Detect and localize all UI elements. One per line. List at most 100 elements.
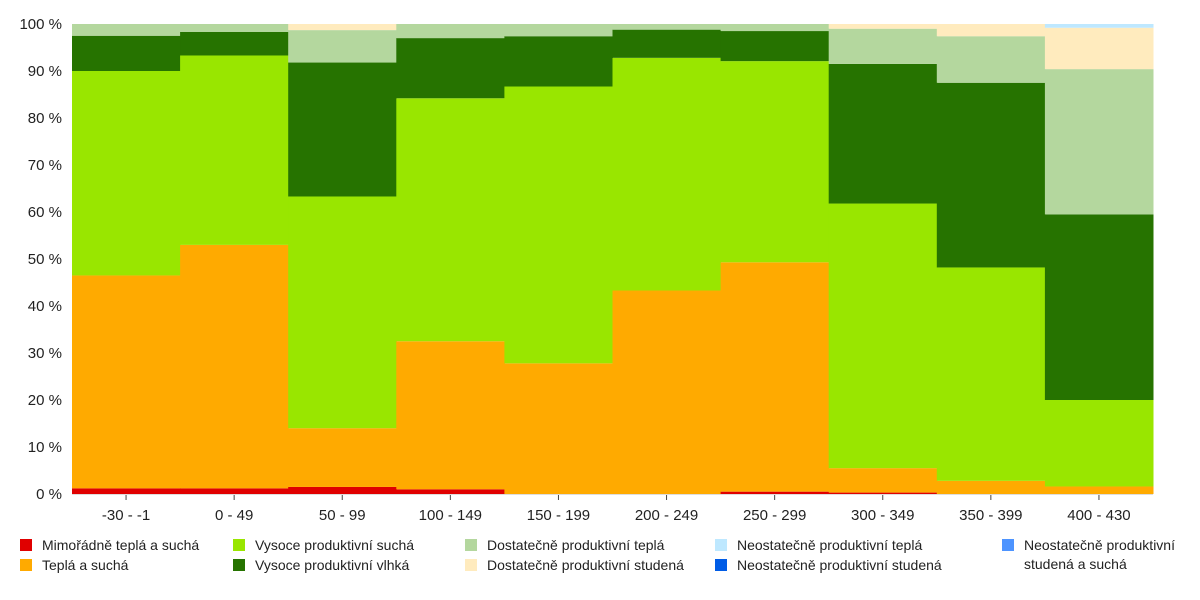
bar-segment (180, 488, 289, 494)
bar-segment (1044, 27, 1154, 70)
y-tick-label: 80 % (28, 110, 62, 127)
x-tick-label: 50 - 99 (319, 507, 366, 524)
bar-segment (936, 267, 1046, 481)
bar-segment (180, 24, 289, 32)
legend-item: Neostatečně produktivní teplá (715, 536, 922, 555)
bar-segment (828, 203, 938, 469)
bar-segment (828, 63, 938, 204)
legend-label: Vysoce produktivní suchá (255, 537, 415, 553)
bar-segment (288, 62, 397, 197)
bar-segment (1044, 69, 1154, 215)
bar-segment (396, 489, 505, 494)
legend-swatch (20, 539, 32, 551)
bar-segment (288, 30, 397, 63)
x-tick-label: 350 - 399 (959, 507, 1022, 524)
y-tick-label: 90 % (28, 63, 62, 80)
legend-swatch (233, 539, 245, 551)
x-tick-label: 200 - 249 (635, 507, 698, 524)
legend-label: Dostatečně produktivní studená (487, 557, 684, 573)
bar-segment (936, 36, 1046, 83)
bar-segment (720, 61, 830, 263)
legend-swatch (20, 559, 32, 571)
y-tick-label: 40 % (28, 298, 62, 315)
bar-segment (180, 55, 289, 245)
bar-segment (72, 35, 181, 71)
legend-item: Neostatečně produktivní studená (715, 556, 942, 575)
bar-segment (180, 244, 289, 489)
bar-segment (936, 480, 1046, 494)
bar-segment (72, 488, 181, 494)
bar-segment (612, 29, 722, 58)
bar-segment (612, 57, 722, 291)
bar-segment (396, 98, 505, 342)
legend-item: Teplá a suchá (20, 556, 128, 575)
legend-item: Dostatečně produktivní studená (465, 556, 684, 575)
bar-segment (1044, 24, 1154, 28)
bar-segment (72, 71, 181, 276)
legend-swatch (465, 539, 477, 551)
bar-segment (72, 275, 181, 489)
bar-segment (828, 468, 938, 493)
legend-swatch (233, 559, 245, 571)
bar-segment (504, 363, 613, 494)
y-tick-label: 70 % (28, 157, 62, 174)
bar-segment (828, 24, 938, 29)
legend-label: Neostatečně produktivní studená (737, 557, 942, 573)
x-tick-label: 250 - 299 (743, 507, 806, 524)
bar-segment (1044, 486, 1154, 494)
bar-segment (288, 428, 397, 487)
legend-item: Mimořádně teplá a suchá (20, 536, 199, 555)
bar-segment (1044, 214, 1154, 400)
y-tick-label: 60 % (28, 204, 62, 221)
bar-segment (828, 28, 938, 64)
bar-segment (72, 24, 181, 36)
bar-segment (1044, 400, 1154, 487)
bar-segment (396, 38, 505, 99)
legend-item: Vysoce produktivní vlhká (233, 556, 409, 575)
bar-segment (504, 36, 613, 87)
x-axis: -30 - -1 0 - 49 50 - 99 100 - 149 150 - 199 2… (72, 494, 1153, 524)
x-tick-label: 150 - 199 (527, 507, 590, 524)
y-tick-label: 10 % (28, 439, 62, 456)
bar-segment (504, 24, 613, 37)
x-tick-label: 100 - 149 (419, 507, 482, 524)
legend-item: Dostatečně produktivní teplá (465, 536, 664, 555)
bar-segment (396, 24, 505, 39)
bar-segment (720, 262, 830, 492)
legend-item: Neostatečně produktivní studená a suchá (1002, 536, 1182, 574)
y-axis: 0 % 10 % 20 % 30 % 40 % 50 % 60 % 70 % 80 % 90 % 1… (19, 16, 62, 503)
bar-segment (288, 486, 397, 494)
x-tick-label: -30 - -1 (102, 507, 150, 524)
bar-segment (396, 341, 505, 490)
x-tick-label: 0 - 49 (215, 507, 253, 524)
bar-segment (720, 31, 830, 62)
bar-segment (936, 82, 1046, 268)
legend-label: Vysoce produktivní vlhká (255, 557, 410, 573)
bars-layer (72, 24, 1154, 494)
bar-segment (720, 491, 830, 494)
legend-label: Dostatečně produktivní teplá (487, 537, 665, 553)
bar-segment (720, 24, 830, 32)
legend-label: Neostatečně produktivní teplá (737, 537, 923, 553)
legend-label: Mimořádně teplá a suchá (42, 537, 200, 553)
y-tick-label: 20 % (28, 392, 62, 409)
bar-segment (288, 196, 397, 429)
bar-segment (612, 290, 722, 494)
legend-item: Vysoce produktivní suchá (233, 536, 414, 555)
legend-label: Neostatečně produktivní studená a suchá (1024, 537, 1175, 572)
y-tick-label: 0 % (36, 486, 62, 503)
y-tick-label: 100 % (19, 16, 62, 33)
bar-segment (288, 24, 397, 31)
x-tick-label: 300 - 349 (851, 507, 914, 524)
legend-swatch (715, 559, 727, 571)
bar-segment (612, 24, 722, 30)
bar-segment (936, 24, 1046, 37)
bar-segment (504, 86, 613, 364)
y-tick-label: 30 % (28, 345, 62, 362)
y-tick-label: 50 % (28, 251, 62, 268)
legend-label: Teplá a suchá (42, 557, 129, 573)
legend-swatch (465, 559, 477, 571)
legend-swatch (1002, 539, 1014, 551)
stacked-bar-chart: 0 % 10 % 20 % 30 % 40 % 50 % 60 % 70 % 80 % 90 % 1… (19, 16, 1154, 524)
bar-segment (180, 31, 289, 56)
